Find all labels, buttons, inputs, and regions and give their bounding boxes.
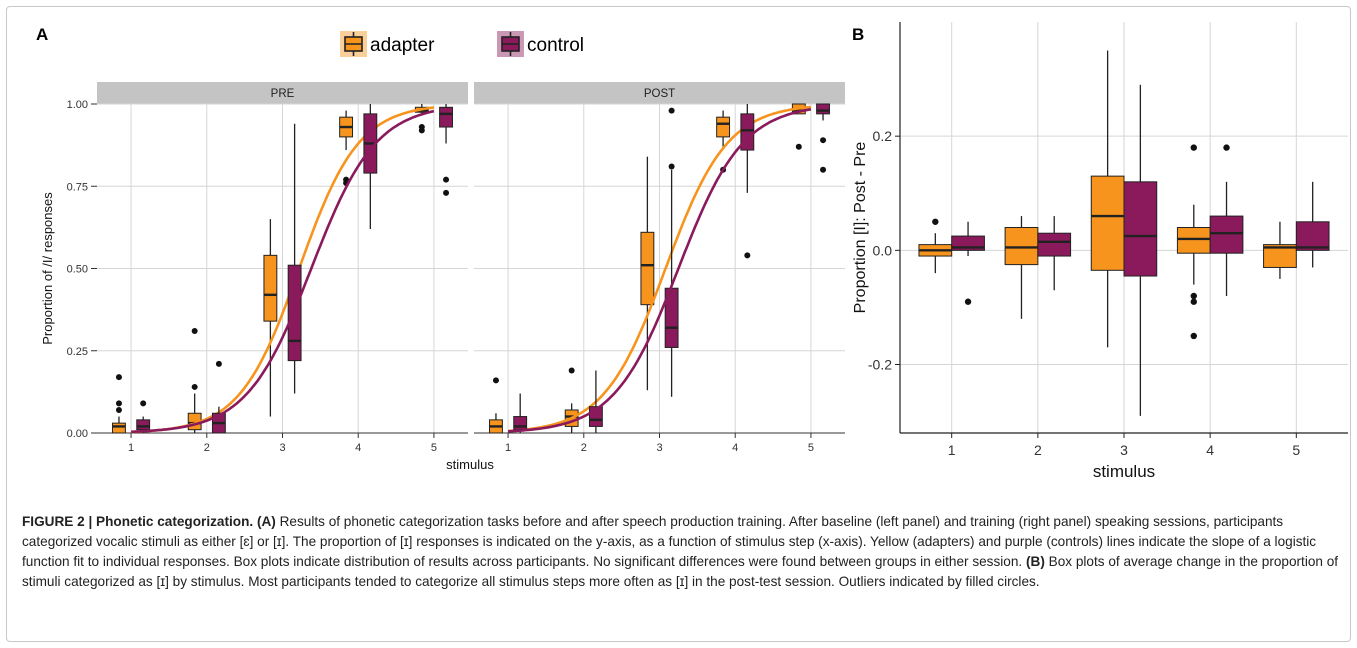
y-tick-label-b: -0.2 [868,357,892,373]
outlier-point-b [964,298,972,305]
box-b-adapter [1176,227,1211,254]
panel-a-label: A [36,25,48,44]
box-b-control [1037,232,1072,257]
box-b-control [1123,181,1158,277]
x-axis-title-a: stimulus [446,457,494,472]
box-b-control [1209,215,1244,254]
outlier-point [191,328,198,335]
outlier-point [191,383,198,390]
box-adapter [716,116,731,138]
x-tick-label-b: 4 [1206,442,1214,458]
caption-b-text: Box plots of average change in the propo… [22,554,1339,589]
x-tick-label-b: 5 [1292,442,1300,458]
x-tick-label-a: 4 [732,442,738,454]
outlier-point [443,176,450,183]
box-adapter [263,254,278,322]
box-control [513,416,528,431]
facet-label-post: POST [644,88,675,100]
outlier-point [140,400,147,407]
logistic-curve-control [508,108,812,433]
box-b-adapter [1263,244,1297,268]
x-tick-label-a: 5 [808,442,814,454]
outlier-point [820,137,827,144]
outlier-point-b [1223,144,1230,151]
x-tick-label-a: 3 [279,442,285,454]
logistic-curve-control [131,109,435,434]
x-axis-title-b: stimulus [1093,462,1155,481]
y-tick-label-a: 0.75 [67,181,88,193]
x-tick-label-a: 5 [431,442,437,454]
box-b-adapter [1004,227,1039,266]
outlier-point [215,360,222,367]
box-adapter [112,422,126,434]
y-tick-label-a: 0.00 [67,428,88,440]
x-tick-label-a: 1 [128,442,134,454]
outlier-point [115,400,122,407]
caption-a-text: Results of phonetic categorization tasks… [22,514,1317,569]
outlier-point [668,163,675,170]
x-tick-label-b: 3 [1120,442,1128,458]
box-control [439,106,453,128]
legend-label-control: control [527,35,584,56]
y-axis-title-a: Proportion of /I/ responses [40,192,55,345]
outlier-point [795,143,802,150]
y-tick-label-a: 0.25 [67,346,88,358]
outlier-point-b [1190,332,1197,340]
outlier-point [492,377,499,384]
outlier-point-b [932,218,939,225]
outlier-point [568,367,575,374]
outlier-point [418,124,425,131]
outlier-point-b [1190,292,1197,300]
x-tick-label-b: 1 [948,442,956,458]
box-b-adapter [1090,175,1125,271]
outlier-point [443,189,450,196]
y-axis-title-b: Proportion [I]: Post - Pre [852,142,869,314]
caption-figure-title: FIGURE 2 | Phonetic categorization. [22,514,254,529]
y-tick-label-a: 0.50 [67,264,88,276]
box-b-control [1295,221,1330,251]
box-adapter [640,231,655,306]
facet-label-pre: PRE [271,88,295,100]
box-control [816,103,830,115]
outlier-point [115,406,122,413]
legend-label-adapter: adapter [370,35,435,56]
box-control [136,419,151,431]
x-tick-label-b: 2 [1034,442,1042,458]
outlier-point [668,107,675,114]
x-tick-label-a: 1 [505,442,511,454]
y-tick-label-b: 0.0 [873,242,893,258]
x-tick-label-a: 2 [581,442,587,454]
caption-b-tag: (B) [1025,554,1045,569]
outlier-point [820,166,827,173]
outlier-point [115,374,122,381]
y-tick-label-a: 1.00 [67,99,88,111]
outlier-point-b [1190,144,1197,151]
figure-frame [6,6,1351,642]
facet-strip [97,82,468,104]
y-tick-label-b: 0.2 [873,128,893,144]
outlier-point-b [1190,298,1197,305]
outlier-point [744,252,751,259]
caption-a-tag: (A) [256,514,276,529]
x-tick-label-a: 4 [355,442,361,454]
logistic-curve-adapter [507,105,812,433]
outlier-point [343,176,350,183]
facet-strip [474,82,845,104]
x-tick-label-a: 3 [656,442,662,454]
figure-caption: FIGURE 2 | Phonetic categorization. (A) … [22,512,1340,592]
panel-b-label: B [852,25,864,44]
x-tick-label-a: 2 [204,442,210,454]
